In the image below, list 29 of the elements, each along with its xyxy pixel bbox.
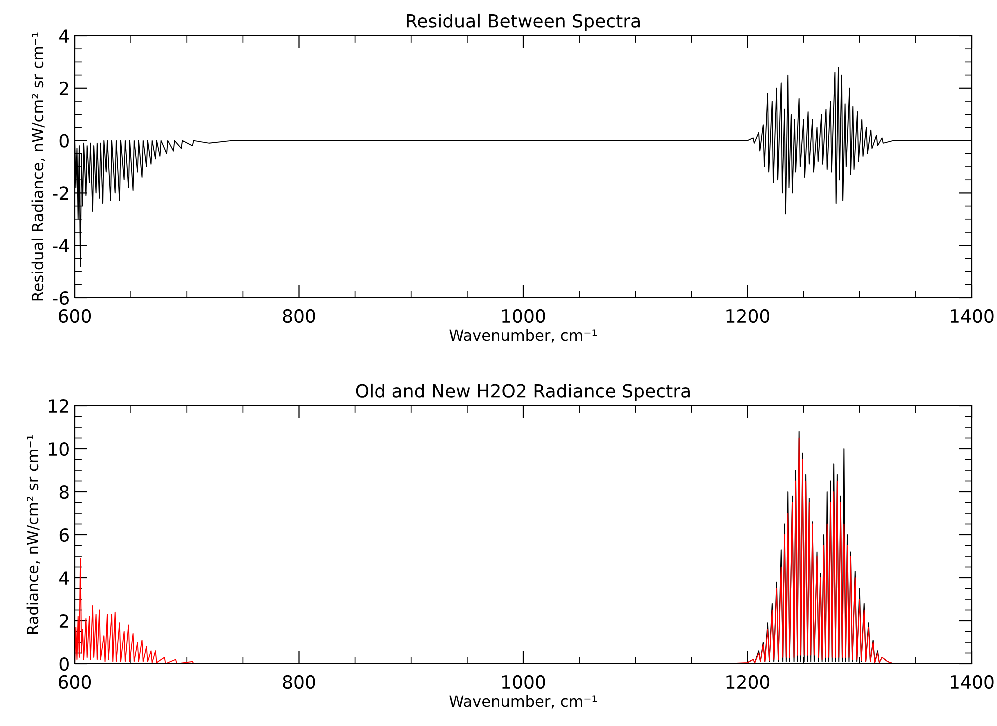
x-tick-label: 800 — [283, 309, 316, 324]
x-tick-label: 1200 — [726, 309, 770, 324]
y-tick-label: 0 — [60, 657, 69, 672]
y-tick-label: 2 — [60, 82, 68, 96]
y-tick-label: 12 — [49, 399, 68, 413]
x-tick-label: 1000 — [502, 309, 546, 324]
x-tick-label: 1400 — [951, 675, 994, 690]
x-tick-label: 600 — [59, 309, 92, 324]
y-tick-label: 6 — [60, 528, 69, 542]
x-tick-label: 1200 — [726, 675, 770, 690]
y-tick-label: 2 — [60, 614, 68, 628]
y-tick-label: -6 — [53, 291, 70, 306]
y-axis-title: Radiance, nW/cm² sr cm⁻¹ — [26, 435, 40, 634]
x-tick-label: 800 — [283, 675, 316, 690]
y-tick-label: -4 — [53, 239, 70, 252]
y-tick-label: 0 — [60, 134, 69, 148]
y-tick-label: 4 — [60, 572, 70, 585]
x-tick-label: 1400 — [951, 309, 994, 324]
x-tick-label: 1000 — [502, 675, 546, 690]
x-tick-label: 600 — [59, 675, 92, 690]
y-tick-label: 4 — [60, 30, 70, 43]
x-axis-title: Wavenumber, cm⁻¹ — [450, 695, 598, 709]
y-axis-title: Residual Radiance, nW/cm² sr cm⁻¹ — [32, 32, 46, 301]
chart-title: Old and New H2O2 Radiance Spectra — [356, 384, 690, 402]
chart-title: Residual Between Spectra — [407, 14, 640, 32]
y-tick-label: 10 — [49, 442, 69, 456]
y-tick-label: 8 — [60, 485, 69, 500]
y-tick-label: -2 — [53, 186, 68, 200]
x-axis-title: Wavenumber, cm⁻¹ — [450, 329, 598, 343]
